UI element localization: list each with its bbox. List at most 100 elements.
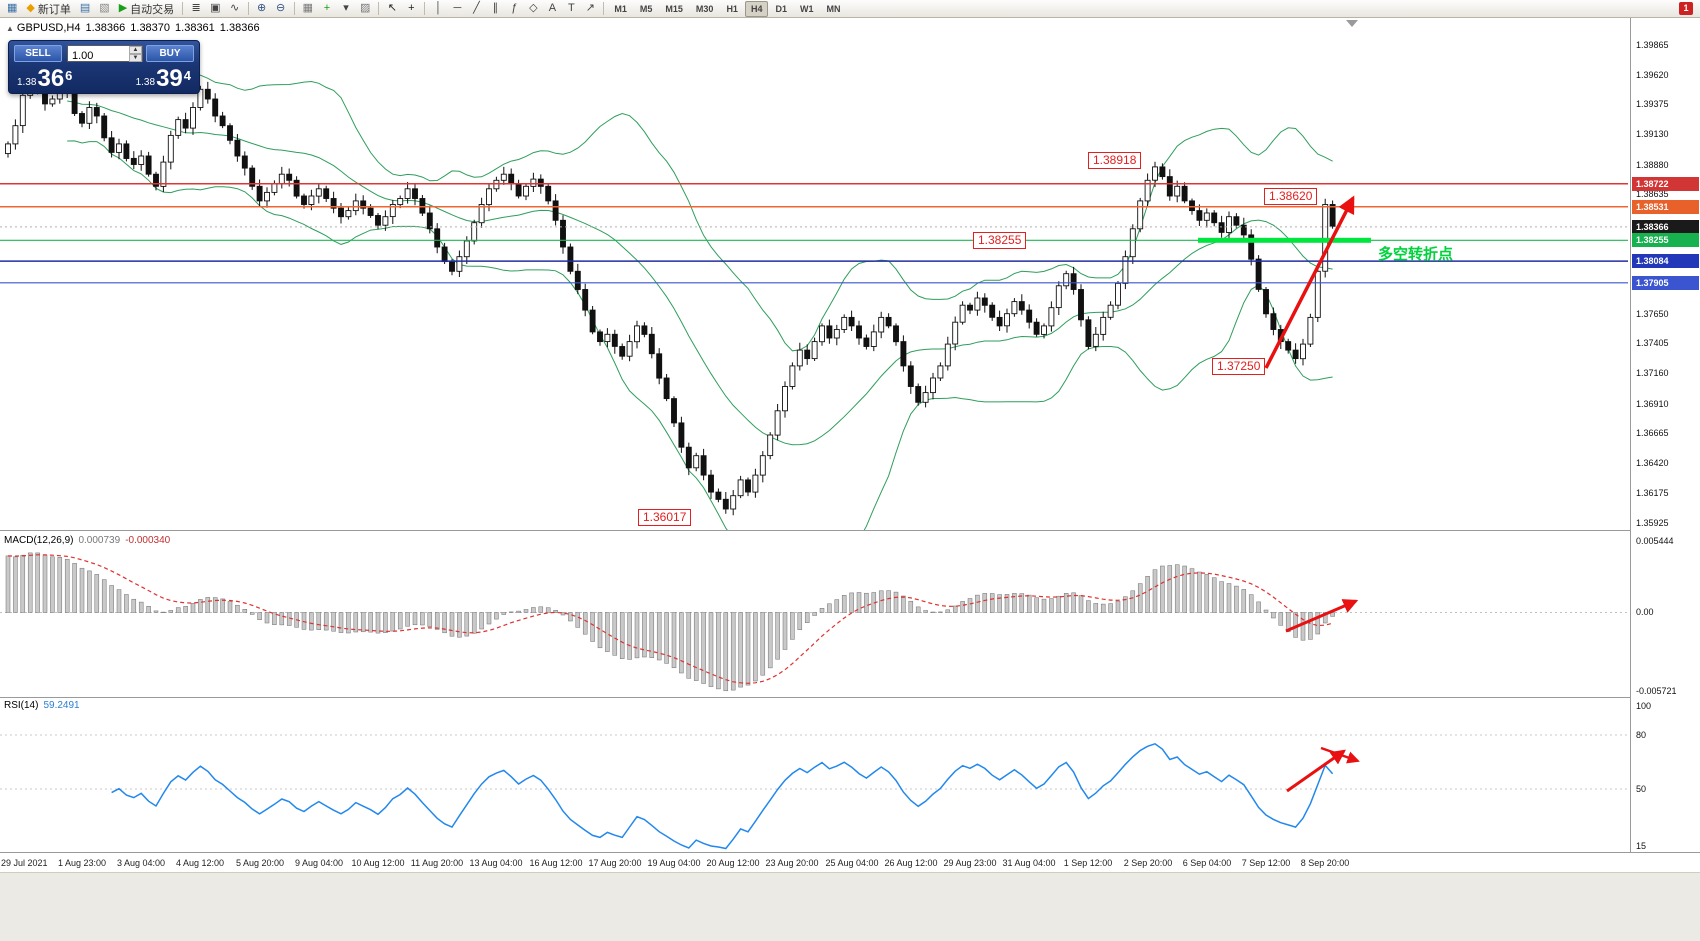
tile-windows-button[interactable]: ▦ xyxy=(299,1,317,17)
time-axis-label: 3 Aug 04:00 xyxy=(116,858,166,868)
vertical-line-button[interactable]: │ xyxy=(429,1,447,17)
trendline-button[interactable]: ╱ xyxy=(467,1,485,17)
shapes-button[interactable]: ◇ xyxy=(524,1,542,17)
indicators-button[interactable]: + xyxy=(318,1,336,17)
timeframe-h4-button[interactable]: H4 xyxy=(744,0,769,17)
time-axis[interactable]: 29 Jul 2021 1 Aug 23:00 3 Aug 04:00 4 Aug 1… xyxy=(0,852,1700,872)
price-axis[interactable]: 1.39865 1.39620 1.39375 1.39130 1.38880 1.386… xyxy=(1630,18,1700,852)
rsi-pane[interactable] xyxy=(0,734,1628,850)
arrow-tool-icon: ↗ xyxy=(585,2,595,14)
price-tag: 1.37905 xyxy=(1632,276,1699,290)
symbol-label: GBPUSD,H4 xyxy=(16,22,81,34)
zoom-out-icon: ⊖ xyxy=(275,2,286,14)
zoom-out-button[interactable]: ⊖ xyxy=(272,1,290,17)
volume-increase-icon[interactable]: ▲ xyxy=(129,46,142,54)
time-axis-label: 9 Aug 04:00 xyxy=(294,858,344,868)
timeframe-h1-button[interactable]: H1 xyxy=(726,3,738,14)
buy-button[interactable]: BUY xyxy=(146,45,194,62)
auto-trading-label: 自动交易 xyxy=(130,3,175,16)
fibonacci-button[interactable]: ƒ xyxy=(505,1,523,17)
pane-separator[interactable] xyxy=(0,697,1630,699)
periods-icon: ▾ xyxy=(343,2,349,14)
text-label-button[interactable]: T xyxy=(562,1,580,17)
bollinger-lower-band xyxy=(67,140,1333,530)
trend-arrow-object[interactable] xyxy=(1320,746,1360,764)
price-axis-tick: 1.36665 xyxy=(1636,428,1669,438)
pane-separator[interactable] xyxy=(0,530,1630,532)
line-chart-icon: ∿ xyxy=(229,2,240,14)
time-axis-label: 10 Aug 12:00 xyxy=(351,858,405,868)
fibonacci-icon: ƒ xyxy=(511,2,518,14)
macd-signal-line xyxy=(7,554,1333,684)
timeframe-d1-button[interactable]: D1 xyxy=(775,3,787,14)
price-axis-tick: 1.39865 xyxy=(1636,40,1669,50)
templates-button[interactable]: ▨ xyxy=(356,1,374,17)
buy-price[interactable]: 1.38 39 4 xyxy=(136,67,191,91)
chart-shift-marker[interactable] xyxy=(1346,20,1358,27)
strategy-tester-button[interactable]: ▧ xyxy=(95,1,113,17)
buy-price-sup: 4 xyxy=(183,68,191,83)
trend-arrow-object[interactable] xyxy=(1286,749,1346,793)
ohlc-high: 1.38370 xyxy=(130,22,171,34)
trend-arrow-object[interactable] xyxy=(1264,195,1355,369)
cursor-button[interactable]: ↖ xyxy=(383,1,401,17)
bollinger-middle-band xyxy=(67,100,1333,446)
new-order-icon: ◆ xyxy=(26,2,35,14)
sell-price-prefix: 1.38 xyxy=(17,77,37,88)
macd-histogram xyxy=(5,552,1335,692)
price-axis-tick: 1.39620 xyxy=(1636,70,1669,80)
crosshair-button[interactable]: + xyxy=(402,1,420,17)
macd-value-signal: -0.000340 xyxy=(125,535,171,546)
chart-profiles-button[interactable]: ▤ xyxy=(76,1,94,17)
time-axis-label: 23 Aug 20:00 xyxy=(765,858,819,868)
timeframe-w1-button[interactable]: W1 xyxy=(799,3,814,14)
time-axis-label: 5 Aug 20:00 xyxy=(235,858,285,868)
price-axis-tick: 1.35925 xyxy=(1636,518,1669,528)
horizontal-line-button[interactable]: ─ xyxy=(448,1,466,17)
rsi-indicator-label: RSI(14) 59.2491 xyxy=(4,700,80,711)
text-button[interactable]: A xyxy=(543,1,561,17)
macd-value-main: 0.000739 xyxy=(78,535,121,546)
macd-indicator-label: MACD(12,26,9) 0.000739 -0.000340 xyxy=(4,535,170,546)
candlestick-chart-button[interactable]: ▣ xyxy=(206,1,224,17)
vertical-line-icon: │ xyxy=(434,2,442,14)
price-axis-tick: 0.00 xyxy=(1636,607,1654,617)
time-axis-label: 4 Aug 12:00 xyxy=(175,858,225,868)
trend-arrow-object[interactable] xyxy=(1285,599,1359,633)
macd-pane[interactable] xyxy=(0,552,1628,692)
line-chart-button[interactable]: ∿ xyxy=(226,1,244,17)
zoom-in-button[interactable]: ⊕ xyxy=(253,1,271,17)
crosshair-icon: + xyxy=(408,2,415,14)
volume-decrease-icon[interactable]: ▼ xyxy=(129,54,142,62)
candlestick-chart-icon: ▣ xyxy=(210,2,221,14)
sell-price[interactable]: 1.38 36 6 xyxy=(17,67,72,91)
new-chart-button[interactable]: ▦ xyxy=(3,1,21,17)
one-click-trading-panel: SELL ▲ ▼ BUY 1.38 36 6 1.38 39 4 xyxy=(8,40,200,94)
price-axis-tick: 1.38880 xyxy=(1636,160,1669,170)
volume-input[interactable] xyxy=(68,48,126,64)
arrow-tool-button[interactable]: ↗ xyxy=(581,1,599,17)
support-highlight-segment[interactable] xyxy=(1198,237,1371,243)
rsi-value: 59.2491 xyxy=(43,700,80,711)
timeframe-m1-button[interactable]: M1 xyxy=(614,3,627,14)
time-axis-label: 17 Aug 20:00 xyxy=(588,858,642,868)
auto-trading-button[interactable]: ▶ 自动交易 xyxy=(115,1,178,17)
new-order-button[interactable]: ◆ 新订单 xyxy=(22,1,74,17)
timeframe-m15-button[interactable]: M15 xyxy=(665,3,683,14)
time-axis-label: 16 Aug 12:00 xyxy=(529,858,583,868)
new-chart-icon: ▦ xyxy=(7,2,18,14)
ohlc-low: 1.38361 xyxy=(175,22,215,34)
timeframe-m5-button[interactable]: M5 xyxy=(639,3,653,14)
toolbar-overflow-badge[interactable]: 1 xyxy=(1679,2,1693,15)
main-chart-pane[interactable] xyxy=(0,20,1628,556)
bar-chart-button[interactable]: ≣ xyxy=(187,1,205,17)
sell-button[interactable]: SELL xyxy=(14,45,62,62)
price-axis-tick: 1.37405 xyxy=(1636,338,1669,348)
chart-ohlc-info: ▲ GBPUSD,H4 1.38366 1.38370 1.38361 1.38366 xyxy=(6,22,265,34)
timeframe-mn-button[interactable]: MN xyxy=(826,3,841,14)
time-axis-label: 31 Aug 04:00 xyxy=(1002,858,1056,868)
parallel-channel-button[interactable]: ∥ xyxy=(486,1,504,17)
timeframe-m30-button[interactable]: M30 xyxy=(695,3,714,14)
periods-button[interactable]: ▾ xyxy=(337,1,355,17)
